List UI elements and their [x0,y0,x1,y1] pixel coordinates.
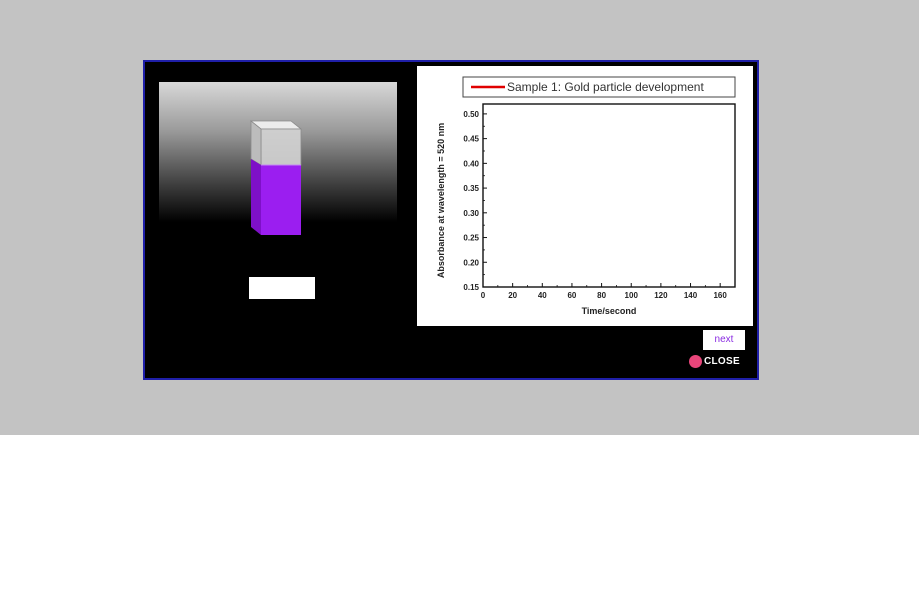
cuvette-panel [159,82,397,235]
x-tick-label: 0 [481,291,486,300]
cuvette-glass-front [260,128,302,166]
absorbance-chart: 0.15 0.20 0.25 0.30 0.35 0.40 0.45 0.50 0 20 40 60 8… [417,66,753,326]
y-tick-label: 0.25 [463,234,479,243]
x-tick-label: 80 [597,291,606,300]
y-tick-label: 0.30 [463,209,479,218]
y-tick-label: 0.40 [463,159,479,168]
cuvette-glass-side [250,120,262,166]
x-axis-title: Time/second [582,306,637,316]
legend-box [462,76,736,98]
x-tick-label: 100 [625,291,639,300]
y-tick-label: 0.50 [463,110,479,119]
y-axis-title: Absorbance at wavelength = 520 nm [436,123,446,278]
close-label: CLOSE [704,355,740,367]
cuvette-illustration [249,120,303,235]
y-tick-label: 0.20 [463,258,479,267]
y-tick-label: 0.15 [463,283,479,292]
simulation-dialog: 0.15 0.20 0.25 0.30 0.35 0.40 0.45 0.50 0 20 40 60 8… [143,60,759,380]
y-tick-label: 0.45 [463,135,479,144]
readout-box [249,277,315,299]
y-tick-label: 0.35 [463,184,479,193]
x-tick-label: 140 [684,291,698,300]
next-button[interactable]: next [703,330,745,350]
x-tick-label: 40 [538,291,547,300]
x-tick-label: 60 [567,291,576,300]
x-tick-label: 160 [713,291,727,300]
cuvette-liquid-side [251,159,261,235]
cuvette-liquid-front [261,165,301,235]
x-tick-label: 20 [508,291,517,300]
chart-svg: 0.15 0.20 0.25 0.30 0.35 0.40 0.45 0.50 0 20 40 60 8… [436,76,736,316]
close-icon [689,354,702,368]
legend-label: Sample 1: Gold particle development [507,80,704,94]
plot-frame [482,103,736,288]
x-tick-label: 120 [654,291,668,300]
close-button[interactable]: CLOSE [689,353,740,369]
